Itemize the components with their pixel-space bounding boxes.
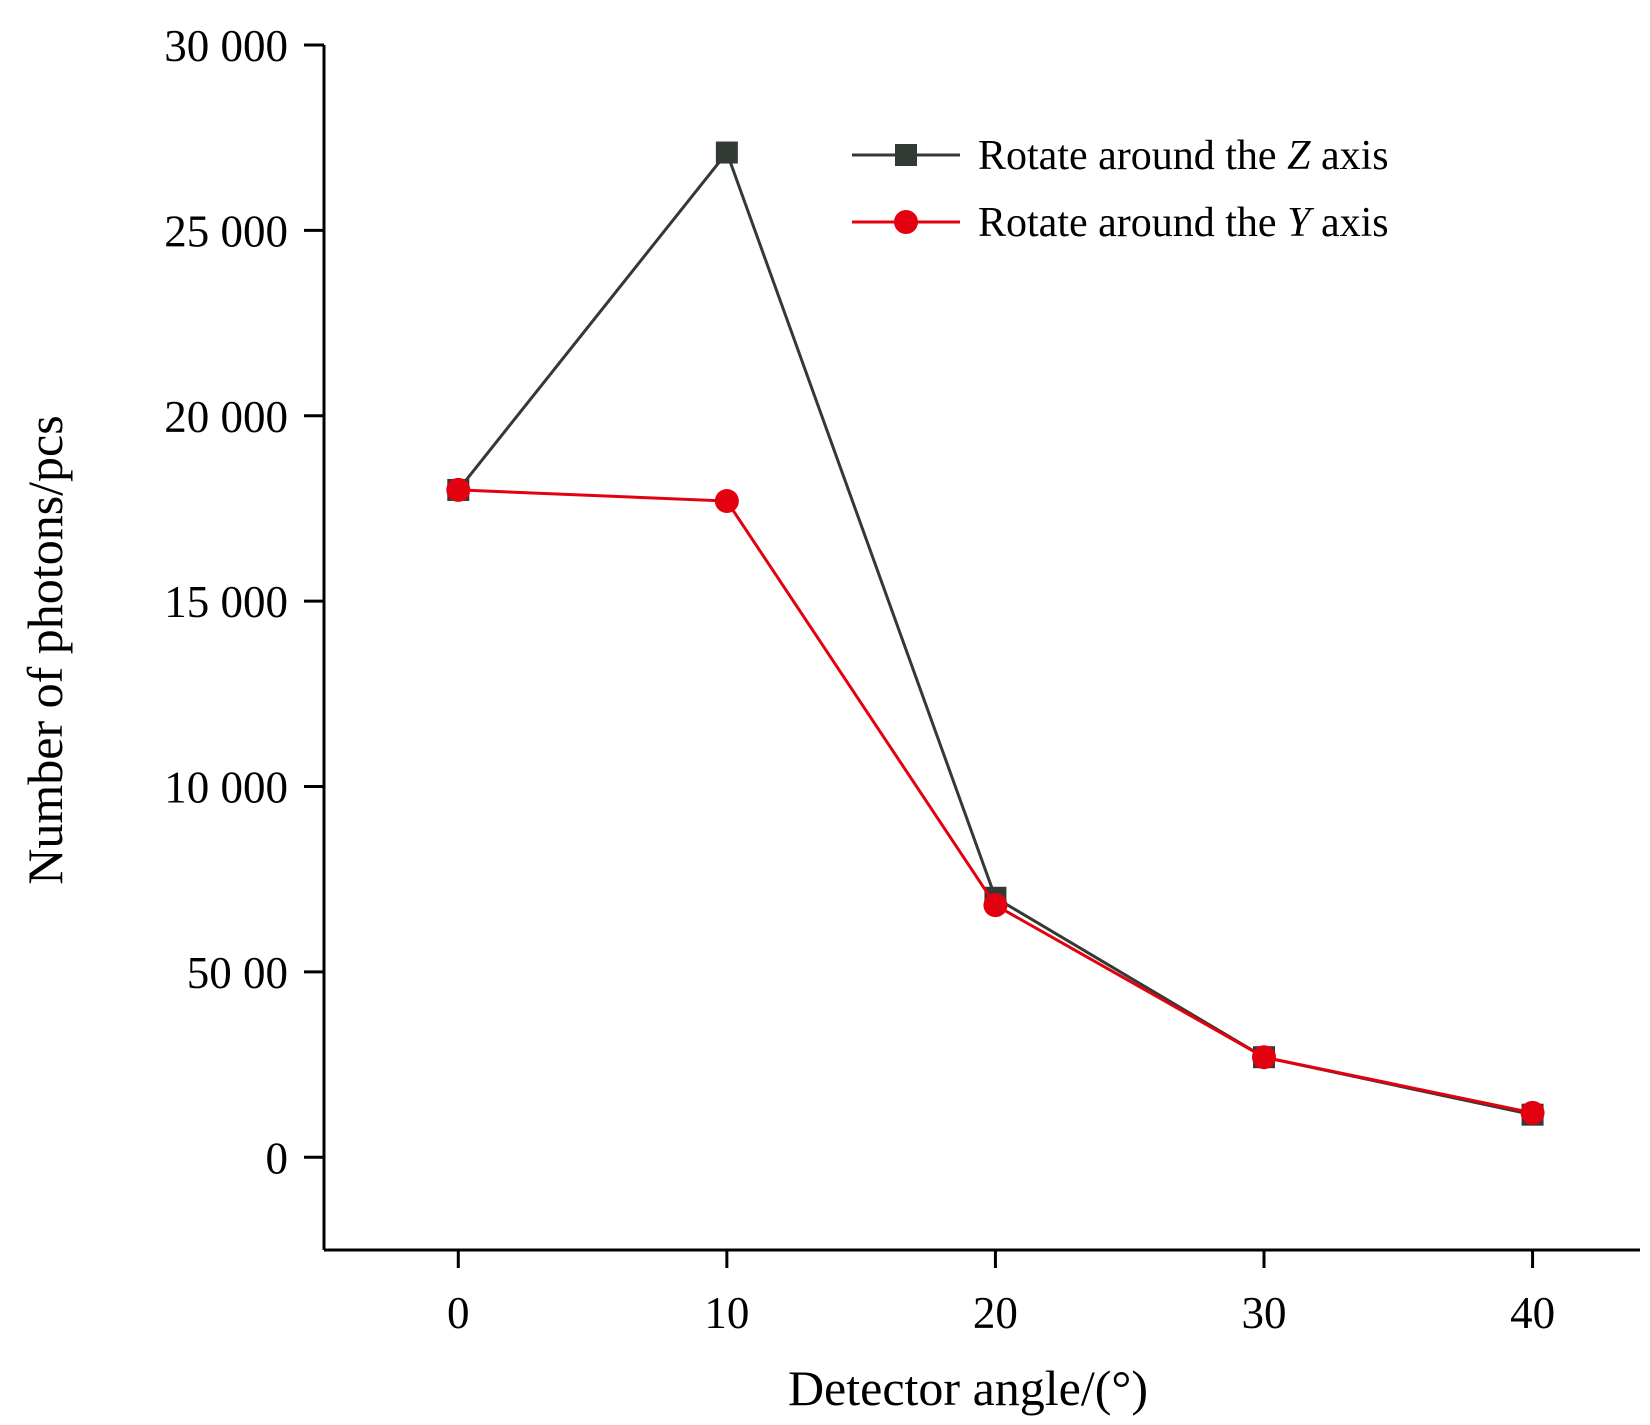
legend-item: Rotate around the Z axis xyxy=(852,133,1389,179)
series-layer xyxy=(446,141,1545,1126)
y-tick-label: 10 000 xyxy=(164,763,288,813)
data-point-square xyxy=(715,141,738,164)
y-tick-label: 0 xyxy=(266,1133,289,1183)
series-y-axis xyxy=(446,477,1545,1125)
x-tick-label: 0 xyxy=(447,1288,470,1338)
data-point-circle xyxy=(714,489,739,514)
y-tick-label: 30 000 xyxy=(164,21,288,71)
y-tick-label: 50 00 xyxy=(187,948,288,998)
axes: 0 50 00 10 000 15 000 20 000 25 000 30 000 0 10… xyxy=(164,21,1640,1338)
series-line xyxy=(457,149,1533,1117)
series-line xyxy=(458,488,1533,1115)
y-tick-label: 20 000 xyxy=(164,392,288,442)
data-point-circle xyxy=(1520,1100,1545,1125)
y-tick-label: 15 000 xyxy=(164,577,288,627)
legend-label: Rotate around the Y axis xyxy=(978,200,1389,246)
x-tick-label: 40 xyxy=(1510,1288,1555,1338)
legend-marker-circle xyxy=(894,210,918,234)
data-point-circle xyxy=(983,893,1008,918)
x-ticks: 0 10 20 30 40 xyxy=(447,1250,1555,1338)
legend-marker-square xyxy=(895,144,917,166)
legend-item: Rotate around the Y axis xyxy=(852,200,1389,246)
data-point-circle xyxy=(1252,1045,1276,1070)
legend-label: Rotate around the Z axis xyxy=(978,133,1389,179)
series-z-axis xyxy=(447,141,1544,1126)
legend: Rotate around the Z axis Rotate around th… xyxy=(852,133,1389,246)
x-tick-label: 20 xyxy=(973,1288,1018,1338)
x-tick-label: 30 xyxy=(1242,1288,1287,1338)
data-point-circle xyxy=(446,477,471,502)
y-axis-title: Number of photons/pcs xyxy=(17,415,73,884)
y-ticks: 0 50 00 10 000 15 000 20 000 25 000 30 000 xyxy=(164,21,324,1183)
x-axis-title: Detector angle/(°) xyxy=(788,1360,1148,1416)
y-tick-label: 25 000 xyxy=(164,206,288,256)
x-tick-label: 10 xyxy=(704,1288,749,1338)
